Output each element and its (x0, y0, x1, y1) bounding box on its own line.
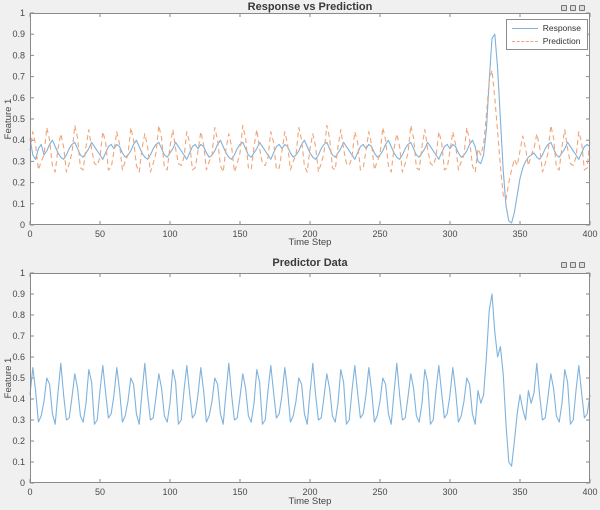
legend-entry-prediction: Prediction (511, 36, 581, 46)
x-tick-label: 150 (232, 229, 247, 239)
y-tick-label: 0.2 (12, 178, 25, 188)
legend-label-response: Response (542, 23, 581, 33)
legend-entry-response: Response (511, 23, 581, 33)
ellipsis-icon (570, 262, 576, 268)
prediction-line-sample-icon (511, 40, 538, 42)
prediction-line[interactable] (29, 69, 591, 201)
y-tick-label: 0 (20, 478, 25, 488)
y-tick-label: 0.8 (12, 50, 25, 60)
x-tick-label: 100 (162, 229, 177, 239)
legend[interactable]: Response Prediction (505, 19, 588, 50)
x-tick-label: 250 (372, 229, 387, 239)
predictor-line[interactable] (29, 293, 591, 467)
y-tick-label: 0.9 (12, 29, 25, 39)
top-axes-toolbar-button[interactable] (559, 3, 587, 13)
bottom-y-axis-label: Feature 1 (3, 357, 14, 399)
y-tick-label: 1 (20, 268, 25, 278)
y-tick-label: 0.1 (12, 457, 25, 467)
ellipsis-icon (561, 5, 567, 11)
y-tick-label: 0.6 (12, 93, 25, 103)
top-x-axis-label: Time Step (288, 237, 332, 248)
ellipsis-icon (579, 5, 585, 11)
x-tick-label: 50 (95, 229, 105, 239)
x-tick-label: 300 (442, 229, 457, 239)
x-tick-label: 400 (582, 487, 597, 497)
axes-box (30, 13, 590, 225)
y-tick-label: 0.3 (12, 156, 25, 166)
plot-background (30, 273, 590, 483)
y-tick-label: 0.8 (12, 310, 25, 320)
axes-box (30, 273, 590, 483)
response-line-sample-icon (511, 27, 538, 29)
ellipsis-icon (561, 262, 567, 268)
y-tick-label: 0 (20, 220, 25, 230)
y-tick-label: 0.9 (12, 289, 25, 299)
ellipsis-icon (570, 5, 576, 11)
top-chart-title: Response vs Prediction (247, 1, 373, 13)
x-tick-label: 200 (302, 487, 317, 497)
top-y-axis-label: Feature 1 (3, 98, 14, 140)
y-tick-label: 0.5 (12, 373, 25, 383)
x-tick-label: 100 (162, 487, 177, 497)
y-tick-label: 0.7 (12, 331, 25, 341)
x-tick-label: 0 (27, 487, 32, 497)
legend-label-prediction: Prediction (542, 36, 581, 46)
y-tick-label: 0.7 (12, 72, 25, 82)
y-tick-label: 1 (20, 8, 25, 18)
x-tick-label: 350 (512, 229, 527, 239)
x-tick-label: 0 (27, 229, 32, 239)
x-tick-label: 200 (302, 229, 317, 239)
x-tick-label: 350 (512, 487, 527, 497)
y-tick-label: 0.3 (12, 415, 25, 425)
response-line[interactable] (29, 33, 591, 224)
y-tick-label: 0.6 (12, 352, 25, 362)
x-tick-label: 400 (582, 229, 597, 239)
x-tick-label: 300 (442, 487, 457, 497)
x-tick-label: 250 (372, 487, 387, 497)
bottom-axes-toolbar-button[interactable] (559, 260, 587, 270)
y-tick-label: 0.2 (12, 436, 25, 446)
x-tick-label: 50 (95, 487, 105, 497)
x-tick-label: 150 (232, 487, 247, 497)
bottom-x-axis-label: Time Step (288, 496, 332, 507)
y-tick-label: 0.4 (12, 394, 25, 404)
bottom-chart-title: Predictor Data (272, 257, 348, 269)
ellipsis-icon (579, 262, 585, 268)
y-tick-label: 0.5 (12, 114, 25, 124)
y-tick-label: 0.1 (12, 199, 25, 209)
y-tick-label: 0.4 (12, 135, 25, 145)
